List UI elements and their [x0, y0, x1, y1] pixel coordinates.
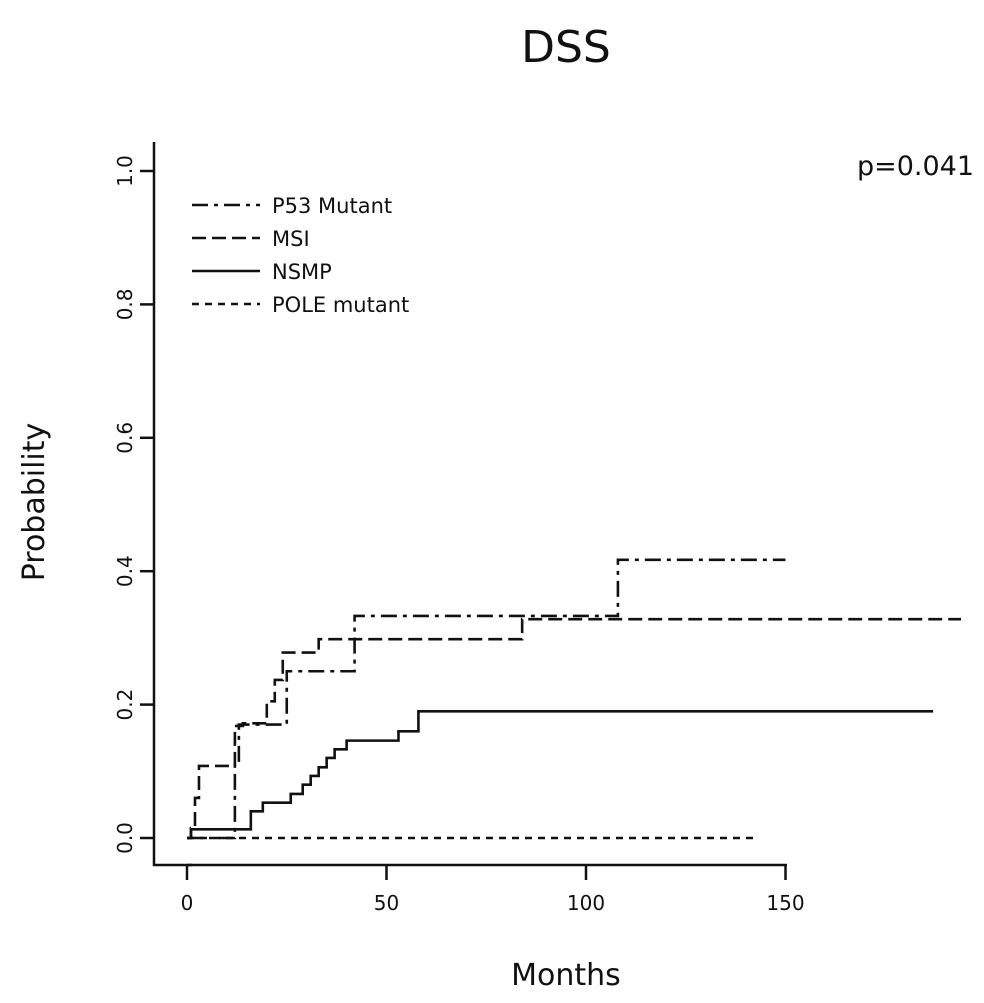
x-tick-label: 0 — [181, 891, 194, 915]
plot-frame-left — [152, 142, 192, 867]
p-value-annotation: p=0.041 — [857, 151, 974, 182]
legend-label: NSMP — [272, 260, 332, 284]
y-tick-label: 1.0 — [113, 155, 137, 187]
y-tick-label: 0.8 — [113, 288, 137, 320]
y-tick-label: 0.6 — [113, 422, 137, 454]
legend-label: POLE mutant — [272, 293, 409, 317]
y-tick-label: 0.2 — [113, 689, 137, 721]
x-axis-label: Months — [511, 958, 621, 993]
x-tick-label: 50 — [374, 891, 399, 915]
legend-label: P53 Mutant — [272, 194, 392, 218]
y-tick-label: 0.4 — [113, 555, 137, 587]
x-axis-ticks: 0 50 100 150 — [181, 865, 805, 915]
legend: P53 Mutant MSI NSMP POLE mutant — [192, 194, 409, 317]
curve-msi — [187, 617, 962, 840]
curves — [187, 558, 962, 840]
y-axis-ticks: 0.0 0.2 0.4 0.6 0.8 1.0 — [113, 155, 154, 854]
curve-nsmp — [187, 709, 934, 840]
curve-p53-mutant — [187, 558, 786, 840]
legend-label: MSI — [272, 227, 310, 251]
y-axis-label: Probability — [17, 423, 52, 582]
chart-title: DSS — [521, 22, 611, 73]
y-tick-label: 0.0 — [113, 822, 137, 854]
x-tick-label: 100 — [567, 891, 605, 915]
x-tick-label: 150 — [766, 891, 804, 915]
